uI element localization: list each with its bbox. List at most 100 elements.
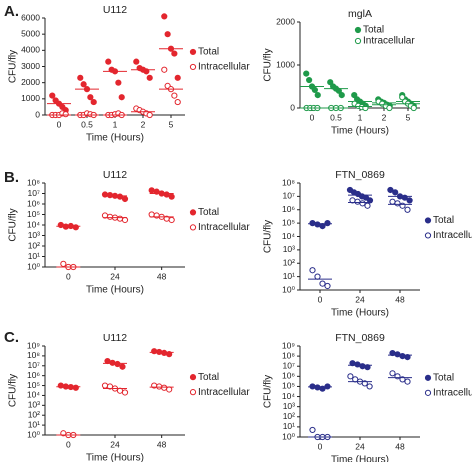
point xyxy=(314,384,321,391)
point xyxy=(386,104,393,112)
point xyxy=(161,349,168,357)
point xyxy=(306,76,313,84)
y-tick-label: 10⁰ xyxy=(27,429,40,439)
panel-label: A. xyxy=(4,3,19,20)
legend-label: Intracellular xyxy=(433,230,472,241)
point xyxy=(101,191,109,198)
x-tick-label: 2 xyxy=(141,119,146,129)
x-tick-label: 1 xyxy=(358,112,363,122)
point xyxy=(119,363,126,370)
x-tick-label: 24 xyxy=(355,294,365,304)
y-tick-label: 10⁹ xyxy=(27,340,40,350)
y-tick-label: 10¹ xyxy=(28,251,40,261)
y-tick-label: 10¹ xyxy=(28,419,40,429)
y-tick-label: 10⁸ xyxy=(27,350,40,360)
point xyxy=(314,221,321,228)
point xyxy=(404,378,411,385)
point xyxy=(146,74,153,81)
point xyxy=(394,351,401,358)
y-tick-label: 10³ xyxy=(283,401,295,411)
legend-marker xyxy=(189,209,197,216)
point xyxy=(80,81,87,88)
y-tick-label: 10² xyxy=(28,409,40,419)
y-tick-label: 10⁰ xyxy=(27,261,40,271)
point xyxy=(161,384,168,391)
x-axis-label: Time (Hours) xyxy=(86,453,144,462)
legend-label: Total xyxy=(198,207,219,218)
y-tick-label: 10⁶ xyxy=(282,371,295,381)
point xyxy=(62,111,69,118)
x-tick-label: 24 xyxy=(355,441,365,451)
point xyxy=(171,92,178,99)
y-tick-label: 10⁰ xyxy=(282,284,295,294)
chart-title: FTN_0869 xyxy=(335,332,385,344)
point xyxy=(399,94,406,101)
legend-label: Intracellular xyxy=(433,387,472,398)
x-tick-label: 0.5 xyxy=(330,112,342,122)
point xyxy=(106,383,114,390)
legend-marker xyxy=(424,389,432,396)
point xyxy=(161,13,168,20)
x-tick-label: 0 xyxy=(318,294,323,304)
legend-label: Intracellular xyxy=(198,222,250,233)
point xyxy=(116,193,124,200)
y-tick-label: 0 xyxy=(35,109,40,119)
point xyxy=(389,370,396,377)
point xyxy=(410,104,417,112)
legend-marker xyxy=(354,26,362,34)
point xyxy=(309,426,316,434)
x-tick-label: 5 xyxy=(406,112,411,122)
point xyxy=(87,94,94,101)
y-tick-label: 1000 xyxy=(21,93,40,103)
point xyxy=(174,74,181,81)
legend-marker xyxy=(424,232,432,239)
y-tick-label: 2000 xyxy=(21,77,40,87)
x-tick-label: 0 xyxy=(310,112,315,122)
point xyxy=(133,58,140,65)
y-tick-label: 10⁷ xyxy=(27,360,40,370)
point xyxy=(309,220,316,227)
chart-title: FTN_0869 xyxy=(335,169,385,181)
y-tick-label: 10⁰ xyxy=(282,431,295,441)
point xyxy=(121,216,129,224)
point xyxy=(324,220,331,227)
y-tick-label: 10⁴ xyxy=(282,231,295,241)
legend-marker xyxy=(424,217,432,224)
x-tick-label: 2 xyxy=(382,112,387,122)
legend-marker xyxy=(354,37,362,45)
y-tick-label: 10⁶ xyxy=(282,204,295,214)
point xyxy=(161,66,168,73)
point xyxy=(90,98,97,106)
y-tick-label: 10² xyxy=(28,240,40,250)
y-tick-label: 10⁷ xyxy=(282,191,295,201)
point xyxy=(319,280,326,287)
point xyxy=(166,386,173,393)
point xyxy=(389,198,396,205)
point xyxy=(303,70,310,77)
point xyxy=(366,197,374,204)
legend-label: Total xyxy=(363,25,384,36)
point xyxy=(364,202,371,209)
y-tick-label: 0 xyxy=(290,102,295,112)
y-tick-label: 2000 xyxy=(276,16,295,26)
x-tick-label: 0 xyxy=(318,441,323,451)
x-axis-label: Time (Hours) xyxy=(331,308,389,319)
legend-label: Intracellular xyxy=(198,62,250,73)
point xyxy=(106,213,114,220)
point xyxy=(101,382,109,389)
legend-marker xyxy=(189,224,197,231)
chart-title: mglA xyxy=(348,8,372,20)
point xyxy=(324,282,331,290)
point xyxy=(49,92,56,99)
y-tick-label: 10⁸ xyxy=(282,350,295,360)
point xyxy=(387,186,394,194)
y-tick-label: 10⁵ xyxy=(27,209,40,219)
point xyxy=(164,31,171,38)
point xyxy=(60,260,67,267)
point xyxy=(72,384,79,391)
point xyxy=(106,192,114,199)
point xyxy=(311,86,318,94)
y-tick-label: 6000 xyxy=(21,12,40,22)
x-tick-label: 5 xyxy=(169,119,174,129)
